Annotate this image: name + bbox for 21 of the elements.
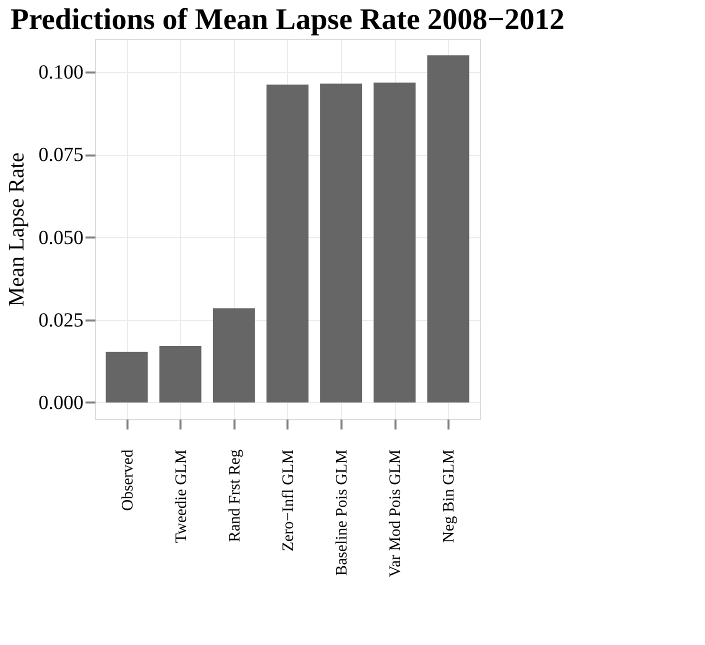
y-tick-label: 0.100 <box>38 62 84 84</box>
bar <box>320 84 362 402</box>
y-axis-title: Mean Lapse Rate <box>4 152 28 306</box>
x-tick-label: Observed <box>119 450 136 511</box>
bar <box>106 352 148 402</box>
bar <box>212 308 255 402</box>
x-tick-label: Neg Bin GLM <box>440 450 458 543</box>
x-tick-label: Zero−Infl GLM <box>280 450 297 552</box>
y-tick-label: 0.025 <box>38 309 84 332</box>
x-tick-label: Tweedie GLM <box>172 450 190 544</box>
x-tick-label: Baseline Pois GLM <box>334 450 351 576</box>
chart-title: Predictions of Mean Lapse Rate 2008−2012 <box>10 3 564 36</box>
bar <box>159 346 202 402</box>
bar <box>374 82 416 402</box>
y-tick-label: 0.050 <box>38 226 84 249</box>
x-tick-label: Var Mod Pois GLM <box>387 450 404 578</box>
bar <box>427 55 470 402</box>
bar <box>266 84 308 402</box>
y-tick-label: 0.000 <box>38 392 84 414</box>
x-tick-label: Rand Frst Reg <box>226 450 244 542</box>
y-tick-label: 0.075 <box>38 144 84 166</box>
